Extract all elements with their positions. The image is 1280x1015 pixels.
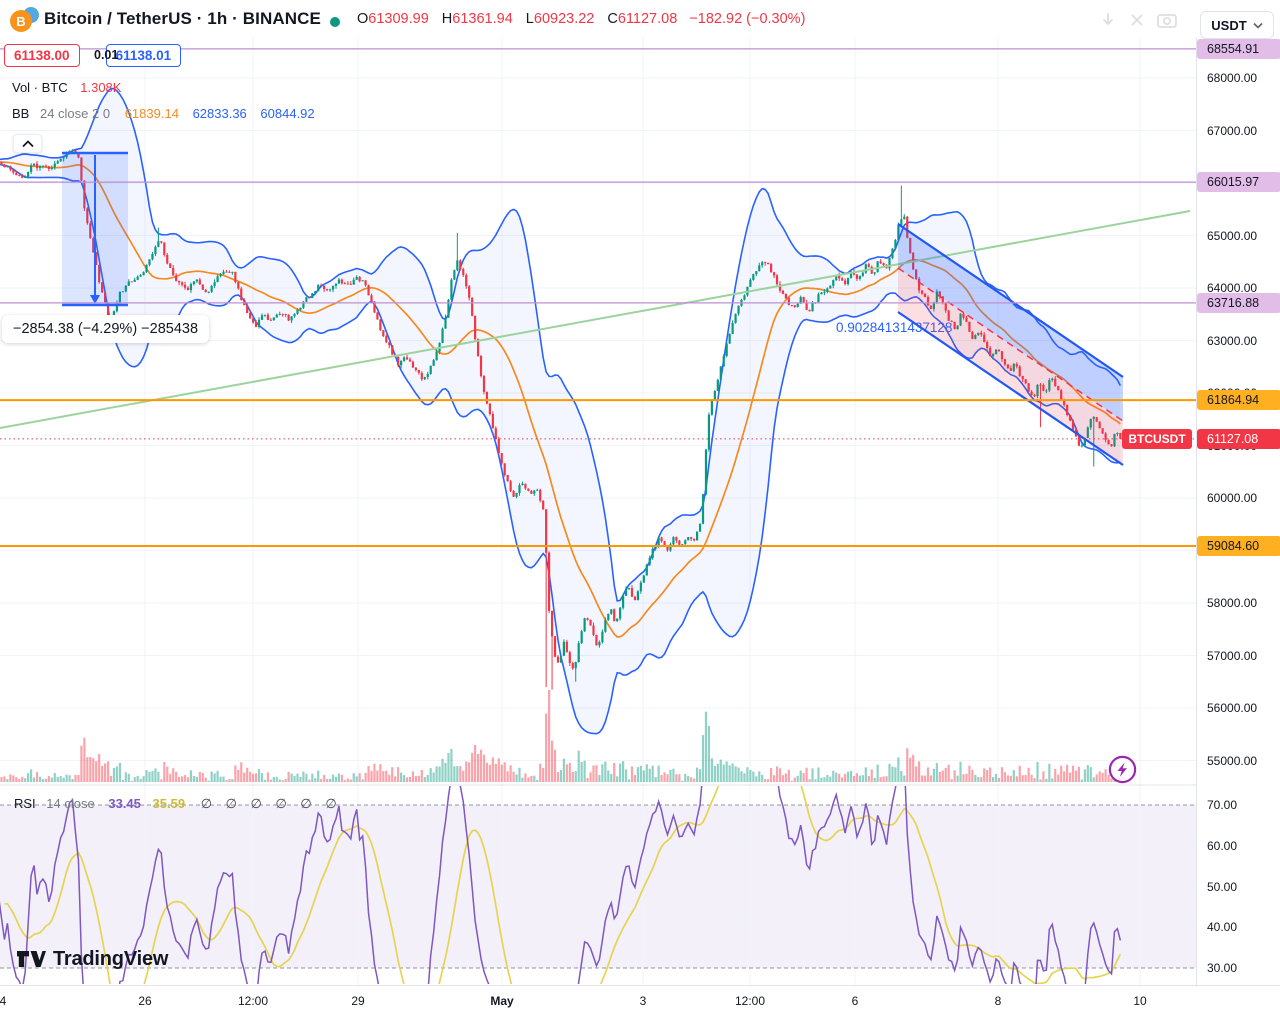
chevron-up-button[interactable] — [13, 134, 42, 153]
camera-icon[interactable] — [1156, 10, 1178, 30]
price-axis-label: 63000.00 — [1207, 333, 1258, 348]
rsi-legend-title: RSI — [14, 796, 36, 811]
time-axis-label: 10 — [1133, 994, 1147, 1008]
time-axis-label: 4 — [0, 994, 7, 1008]
time-axis-label: May — [490, 994, 514, 1008]
chevron-down-icon — [1253, 22, 1263, 29]
tradingview-mark-icon — [17, 951, 46, 967]
price-axis-label: 55000.00 — [1207, 753, 1258, 768]
price-axis-label: 56000.00 — [1207, 701, 1258, 715]
price-level-tag: 61864.94 — [1197, 390, 1280, 411]
time-axis-label: 29 — [351, 994, 365, 1008]
tradingview-logo-text: TradingView — [53, 947, 169, 970]
price-level-tag: 66015.97 — [1197, 172, 1280, 193]
chevron-up-icon — [21, 139, 34, 147]
bb-lower-value: 60844.92 — [260, 106, 315, 121]
time-axis-label: 8 — [994, 994, 1002, 1008]
spread-value: 0.01 — [94, 48, 119, 62]
measure-tooltip: −2854.38 (−4.29%) −285438 — [2, 315, 210, 343]
time-axis[interactable]: 4 26 12:00 29 May 3 12:00 6 8 10 — [0, 985, 1280, 1015]
market-status-dot — [330, 17, 340, 27]
price-axis-label: 64000.00 — [1207, 281, 1258, 295]
price-axis[interactable]: 68000.0067000.0066000.0065000.0064000.00… — [1196, 38, 1280, 985]
symbol-price-tag: BTCUSDT — [1122, 429, 1192, 449]
tradingview-logo[interactable]: TradingView — [16, 946, 168, 972]
last-price-tag: 61127.08 — [1197, 428, 1280, 449]
time-axis-label: 12:00 — [237, 994, 269, 1008]
lightning-button[interactable] — [1107, 754, 1138, 785]
ohlc-low-label: L — [525, 11, 534, 27]
currency-selector[interactable]: USDT — [1200, 11, 1274, 39]
price-axis-label: 68000.00 — [1207, 71, 1258, 85]
bb-legend[interactable]: BB 24 close 2 0 61839.14 62833.36 60844.… — [12, 106, 315, 121]
time-axis-label: 6 — [851, 994, 859, 1008]
arrow-down-icon[interactable] — [1098, 10, 1118, 30]
ohlc-open-label: O — [357, 11, 369, 27]
ohlc-low-value: 60923.22 — [533, 11, 595, 27]
time-axis-label: 3 — [639, 994, 647, 1008]
ohlc-high-value: 61361.94 — [452, 11, 513, 27]
bb-legend-title: BB — [12, 106, 30, 121]
rsi-empty-values: ∅ ∅ ∅ ∅ ∅ ∅ — [200, 796, 342, 811]
price-level-tag: 59084.60 — [1197, 536, 1280, 557]
bb-legend-params: 24 close 2 0 — [39, 106, 111, 121]
price-axis-label: 67000.00 — [1207, 123, 1258, 138]
volume-legend-title: Vol · BTC — [12, 80, 68, 95]
bitcoin-pair-icon: B — [10, 7, 39, 32]
rsi-axis-label: 30.00 — [1207, 961, 1238, 975]
price-axis-label: 58000.00 — [1207, 596, 1258, 610]
currency-label: USDT — [1211, 17, 1247, 33]
price-axis-label: 65000.00 — [1207, 228, 1258, 243]
rsi-value: 33.45 — [108, 796, 141, 811]
rsi-legend-params: 14 close — [46, 796, 95, 811]
lightning-bolt-icon — [1117, 762, 1127, 777]
svg-text:B: B — [16, 14, 25, 29]
volume-legend-value: 1.308K — [80, 80, 122, 95]
sell-button[interactable]: 61138.00 — [4, 44, 80, 67]
rsi-axis-label: 70.00 — [1207, 798, 1238, 812]
ohlc-open-value: 61309.99 — [368, 11, 429, 27]
time-axis-label: 12:00 — [734, 994, 766, 1008]
bb-basis-value: 61839.14 — [124, 106, 179, 121]
change-value: −182.92 (−0.30%) — [689, 11, 806, 27]
price-level-tag: 68554.91 — [1197, 38, 1280, 59]
ohlc-close-value: 61127.08 — [617, 11, 678, 27]
price-axis-label: 60000.00 — [1207, 491, 1258, 505]
rsi-axis-label: 40.00 — [1207, 920, 1238, 935]
bid-ask-row: 61138.00 0.01 61138.01 — [4, 44, 182, 67]
ohlc-close-label: C — [607, 11, 618, 27]
close-icon[interactable] — [1128, 11, 1146, 29]
volume-legend[interactable]: Vol · BTC 1.308K — [12, 80, 121, 95]
rsi-ma-value: 35.59 — [152, 796, 186, 811]
rsi-axis-label: 50.00 — [1207, 879, 1238, 894]
channel-annotation: 0.90284131437128 — [836, 320, 952, 335]
bb-upper-value: 62833.36 — [192, 106, 247, 121]
symbol-title[interactable]: Bitcoin / TetherUS · 1h · BINANCE — [44, 9, 321, 28]
top-toolbar: B Bitcoin / TetherUS · 1h · BINANCE O613… — [0, 0, 1280, 39]
rsi-legend[interactable]: RSI 14 close 33.45 35.59 ∅ ∅ ∅ ∅ ∅ ∅ — [14, 796, 342, 812]
ohlc-readout: O61309.99 H61361.94 L60923.22 C61127.08 … — [357, 11, 805, 27]
rsi-axis-label: 60.00 — [1207, 838, 1238, 853]
time-axis-label: 26 — [138, 994, 152, 1008]
buy-button[interactable]: 61138.01 — [105, 44, 182, 67]
ohlc-high-label: H — [441, 11, 453, 27]
price-level-tag: 63716.88 — [1197, 292, 1280, 313]
price-axis-label: 57000.00 — [1207, 648, 1258, 663]
